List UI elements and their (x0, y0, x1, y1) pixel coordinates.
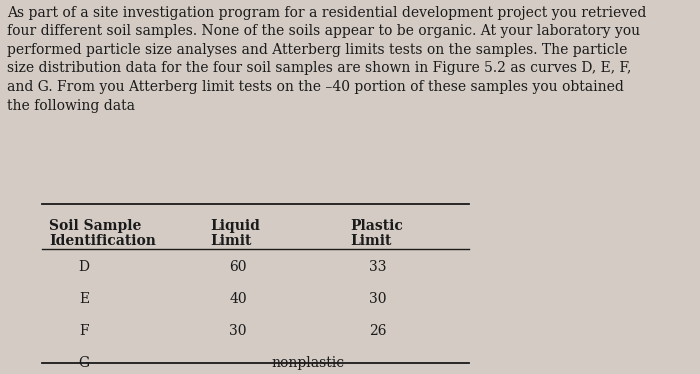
Text: As part of a site investigation program for a residential development project yo: As part of a site investigation program … (7, 6, 646, 113)
Text: Soil Sample: Soil Sample (49, 219, 141, 233)
Text: 40: 40 (229, 292, 247, 306)
Text: 30: 30 (370, 292, 386, 306)
Text: F: F (79, 324, 89, 338)
Text: Identification: Identification (49, 234, 156, 248)
Text: D: D (78, 260, 90, 275)
Text: 60: 60 (230, 260, 247, 275)
Text: 26: 26 (370, 324, 386, 338)
Text: G: G (78, 356, 90, 370)
Text: nonplastic: nonplastic (272, 356, 344, 370)
Text: E: E (79, 292, 89, 306)
Text: Liquid: Liquid (210, 219, 260, 233)
Text: 33: 33 (370, 260, 386, 275)
Text: Limit: Limit (350, 234, 391, 248)
Text: 30: 30 (230, 324, 247, 338)
Text: Limit: Limit (210, 234, 251, 248)
Text: Plastic: Plastic (350, 219, 403, 233)
